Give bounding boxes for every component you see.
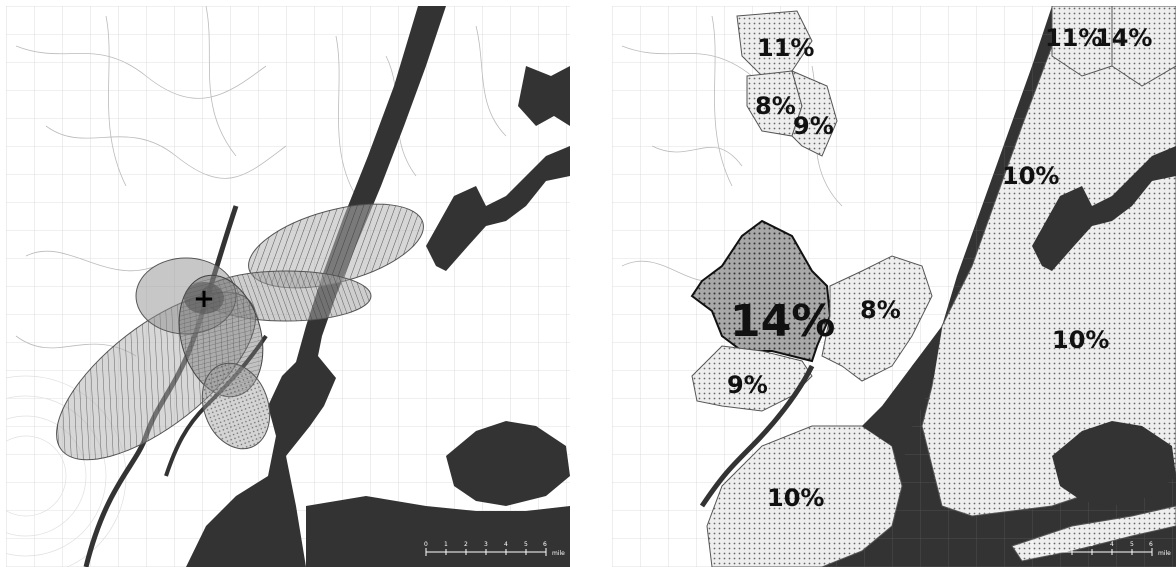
lower-bay	[306, 496, 570, 567]
scale-tick-5-r: 5	[1130, 541, 1134, 548]
scale-unit-r: mile	[1158, 550, 1171, 557]
east-river-right	[1032, 146, 1176, 271]
district-highlight	[690, 219, 832, 363]
scale-unit: mile	[552, 550, 565, 557]
label-lower-left: 9%	[727, 371, 768, 399]
label-upper-left-b: 9%	[793, 112, 834, 140]
scale-bar-right: 0 1 2 3 4 5 6 mile	[1030, 541, 1171, 557]
district-top-right-b	[1111, 6, 1176, 87]
scale-tick-0: 0	[424, 541, 428, 548]
scale-tick-0-r: 0	[1030, 541, 1034, 548]
scale-tick-4-r: 4	[1110, 541, 1114, 548]
label-top-left: 11%	[757, 34, 814, 62]
scale-tick-6-r: 6	[1149, 541, 1153, 548]
district-upper-left-b	[791, 70, 838, 157]
district-bottom-left	[706, 425, 903, 567]
scale-bar-left: 0 1 2 3 4 5 6 mile	[424, 541, 565, 557]
left-map-svg: + 0 1 2 3 4 5 6 mile	[6, 6, 570, 567]
label-upper-left-a: 8%	[755, 92, 796, 120]
scale-tick-4: 4	[504, 541, 508, 548]
probability-ellipses	[56, 203, 424, 461]
scale-tick-2-r: 2	[1070, 541, 1074, 548]
hudson-right	[862, 326, 942, 476]
label-right: 10%	[1052, 326, 1109, 354]
scale-tick-1: 1	[444, 541, 448, 548]
left-map-panel: + 0 1 2 3 4 5 6 mile	[6, 6, 570, 567]
scale-tick-2: 2	[464, 541, 468, 548]
harbor-water	[186, 356, 336, 567]
scale-tick-3-r: 3	[1090, 541, 1094, 548]
jamaica-bay-right	[1052, 421, 1176, 506]
right-map-panel: 11% 8% 9% 11% 14% 10% 14% 8% 10% 9% 10% …	[612, 6, 1176, 567]
right-map-svg: 11% 8% 9% 11% 14% 10% 14% 8% 10% 9% 10% …	[612, 6, 1176, 567]
label-upper-right: 10%	[1002, 162, 1059, 190]
jamaica-bay	[446, 421, 570, 506]
center-marker: +	[193, 284, 215, 314]
label-center-left-big: 14%	[730, 296, 835, 347]
label-top-right-a: 11%	[1045, 24, 1102, 52]
rockaway-strip	[1011, 505, 1176, 562]
scale-tick-6: 6	[543, 541, 547, 548]
east-river-north	[518, 66, 570, 126]
terrain-lines	[15, 6, 507, 357]
scale-tick-5: 5	[524, 541, 528, 548]
scale-tick-3: 3	[484, 541, 488, 548]
scale-tick-1-r: 1	[1050, 541, 1054, 548]
district-center	[821, 255, 933, 382]
district-top-right-a	[1051, 6, 1113, 77]
label-center: 8%	[860, 296, 901, 324]
left-river-right	[699, 364, 815, 508]
label-bottom-left: 10%	[767, 484, 824, 512]
east-river	[426, 146, 570, 271]
label-top-right-b: 14%	[1095, 24, 1152, 52]
